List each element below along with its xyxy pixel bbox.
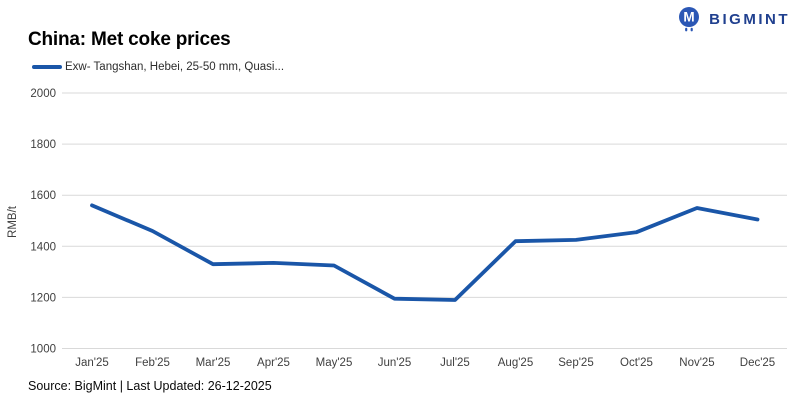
legend-line-swatch [32, 65, 62, 69]
source-caption: Source: BigMint | Last Updated: 26-12-20… [28, 379, 272, 393]
page-title: China: Met coke prices [28, 29, 231, 50]
x-tick-label-9: Sep'25 [558, 357, 593, 369]
x-tick-label-2: Feb'25 [135, 357, 170, 369]
y-axis-label: RMB/t [7, 205, 19, 238]
y-tick-label-1800: 1800 [30, 139, 56, 151]
x-tick-label-4: Apr'25 [257, 357, 290, 369]
svg-text:M: M [684, 10, 695, 25]
bigmint-logo-text: BIGMINT [709, 10, 790, 28]
legend-item[interactable]: Exw- Tangshan, Hebei, 25-50 mm, Quasi... [32, 60, 284, 74]
y-tick-label-1600: 1600 [30, 190, 56, 202]
x-tick-label-12: Dec'25 [740, 357, 775, 369]
x-tick-label-1: Jan'25 [75, 357, 109, 369]
x-tick-label-10: Oct'25 [620, 357, 653, 369]
y-tick-label-1400: 1400 [30, 241, 56, 253]
bigmint-m-circle-icon: M [679, 7, 700, 32]
x-tick-label-5: May'25 [316, 357, 353, 369]
series-line [90, 203, 760, 302]
y-tick-label-1000: 1000 [30, 344, 56, 356]
legend-series-label: Exw- Tangshan, Hebei, 25-50 mm, Quasi... [65, 61, 285, 73]
y-tick-label-1200: 1200 [30, 292, 56, 304]
x-tick-label-6: Jun'25 [378, 357, 412, 369]
x-tick-label-11: Nov'25 [679, 357, 714, 369]
x-tick-label-3: Mar'25 [196, 357, 231, 369]
x-tick-label-8: Aug'25 [498, 357, 533, 369]
bigmint-logo: M BIGMINT [676, 6, 790, 32]
y-tick-label-2000: 2000 [30, 88, 56, 100]
x-tick-label-7: Jul'25 [440, 357, 470, 369]
